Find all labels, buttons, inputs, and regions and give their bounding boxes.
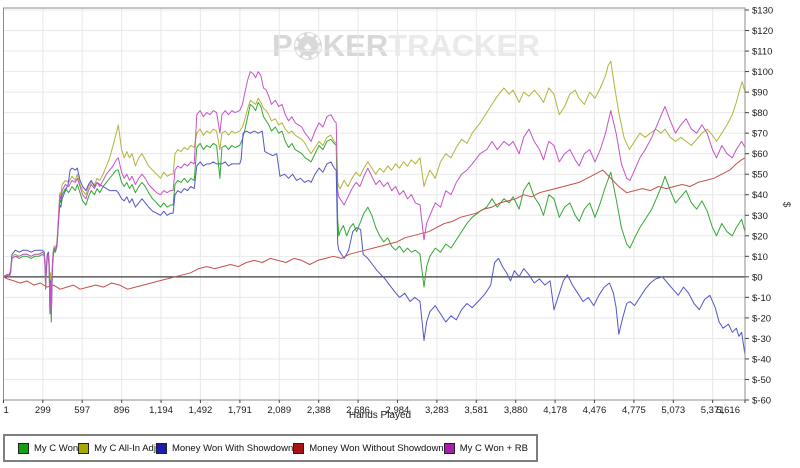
legend-label: My C Won — [34, 442, 79, 454]
y-tick-label: $-60 — [752, 396, 771, 407]
x-tick-label: 2,388 — [307, 405, 331, 416]
legend-item-money-won-without-showdown: Money Won Without Showdown — [293, 442, 444, 454]
x-tick-label: 1,194 — [149, 405, 173, 416]
y-tick-label: $80 — [752, 108, 768, 119]
y-tick-label: $90 — [752, 88, 768, 99]
x-tick-label: 2,686 — [346, 405, 370, 416]
legend-swatch-my-c-all-in-adj — [78, 442, 90, 454]
legend-item-my-c-won-rb: My C Won + RB — [443, 442, 528, 454]
y-axis-title: $ — [780, 201, 792, 208]
y-tick-label: $130 — [752, 6, 773, 17]
plot-border — [3, 7, 746, 401]
watermark-text-p: P — [272, 28, 293, 63]
x-tick-label: 1,492 — [189, 405, 213, 416]
x-tick-label: 597 — [74, 405, 90, 416]
x-tick-label: 2,089 — [267, 405, 291, 416]
y-tick-label: $100 — [752, 67, 773, 78]
x-tick-label: 4,476 — [583, 405, 607, 416]
legend-label: Money Won With Showdown — [171, 442, 294, 454]
x-tick-label: 3,283 — [425, 405, 449, 416]
x-tick-label: 1,791 — [228, 405, 252, 416]
y-tick-label: $60 — [752, 149, 768, 160]
legend-label: My C Won + RB — [459, 442, 528, 454]
legend-swatch-my-c-won — [18, 442, 29, 454]
y-tick-label: $50 — [752, 170, 768, 181]
legend-swatch-money-won-with-showdown — [155, 442, 167, 454]
y-tick-label: $10 — [752, 252, 768, 263]
x-tick-label: 299 — [35, 405, 51, 416]
series-line-my-c-won — [3, 101, 746, 323]
legend-item-money-won-with-showdown: Money Won With Showdown — [155, 442, 294, 454]
y-tick-label: $-20 — [752, 313, 771, 324]
y-tick-label: $20 — [752, 231, 768, 242]
legend-label: Money Won Without Showdown — [309, 442, 444, 454]
x-tick-label: 3,581 — [464, 405, 488, 416]
legend-item-my-c-won: My C Won — [18, 442, 79, 454]
y-tick-label: $-30 — [752, 334, 771, 345]
series-line-my-c-all-in-adj — [3, 60, 746, 298]
watermark-text-tracker: TRACKER — [388, 28, 540, 63]
y-tick-label: $40 — [752, 190, 768, 201]
spade-icon: ♠ — [303, 38, 312, 54]
series-line-money-won-with-showdown — [3, 130, 746, 355]
x-tick-label: 896 — [114, 405, 130, 416]
series-line-my-c-won-rb — [3, 71, 746, 319]
y-tick-label: $30 — [752, 211, 768, 222]
x-tick-label: 2,984 — [386, 405, 410, 416]
y-tick-label: $-50 — [752, 375, 771, 386]
x-tick-label: 3,880 — [504, 405, 528, 416]
series-line-money-won-without-showdown — [3, 157, 746, 290]
profit-graph-plot[interactable]: 1 299 597 896 1,194 1,492 1,791 2,089 2,388 2,686… — [0, 0, 800, 430]
y-tick-label: $-40 — [752, 354, 771, 365]
x-tick-label: 1 — [4, 405, 9, 416]
x-tick-label: 5,616 — [716, 405, 740, 416]
y-tick-label: $0 — [752, 272, 763, 283]
x-tick-label: 5,073 — [661, 405, 685, 416]
legend-item-my-c-all-in-adj: My C All-In Adj — [78, 442, 156, 454]
watermark-text-ker: KER — [322, 28, 389, 63]
y-tick-label: $70 — [752, 129, 768, 140]
y-tick-label: $120 — [752, 26, 773, 37]
x-tick-label: 4,775 — [622, 405, 646, 416]
legend-swatch-money-won-without-showdown — [293, 442, 305, 454]
x-tick-label: 4,178 — [543, 405, 567, 416]
legend-swatch-my-c-won-rb — [443, 442, 455, 454]
y-tick-label: $-10 — [752, 293, 771, 304]
x-axis-title: Hands Played — [348, 410, 412, 421]
legend-label: My C All-In Adj — [94, 442, 156, 454]
x-tick-label: 5,371 — [701, 405, 725, 416]
legend: My C Won My C All-In Adj Money Won With … — [3, 434, 538, 462]
y-tick-label: $110 — [752, 47, 772, 58]
